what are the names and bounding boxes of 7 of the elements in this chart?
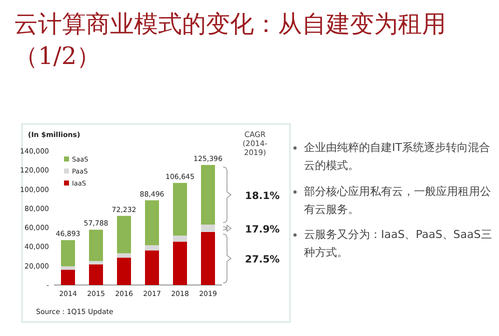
text: 18.1% bbox=[245, 190, 280, 202]
text: 企业由纯粹的自建IT系统逐步转向混合云的模式。 bbox=[304, 140, 491, 174]
text: 云服务又分为：IaaS、PaaS、SaaS三种方式。 bbox=[304, 227, 492, 261]
text: 27.5% bbox=[245, 254, 280, 266]
text: 17.9% bbox=[245, 224, 280, 236]
text: 部分核心应用私有云，一般应用租用公有云服务。 bbox=[304, 184, 492, 218]
chart-title: 云计算商业模式的变化：从自建变为租用（1/2） bbox=[14, 9, 447, 72]
